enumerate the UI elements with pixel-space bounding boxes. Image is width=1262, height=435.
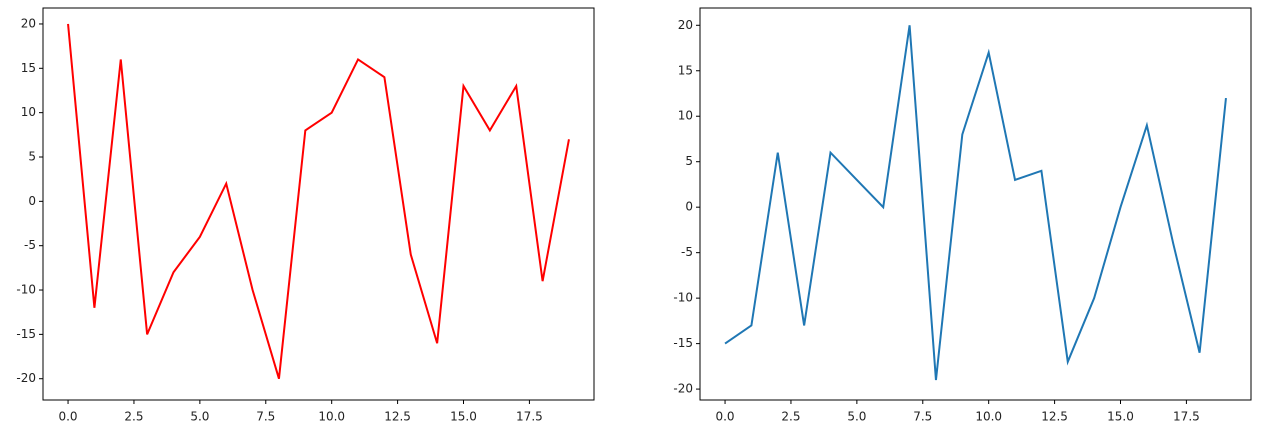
y-tick-label: 20: [21, 16, 36, 30]
x-tick-label: 17.5: [1173, 410, 1200, 424]
x-tick-label: 15.0: [450, 410, 477, 424]
y-tick-label: 15: [21, 61, 36, 75]
x-tick-label: 7.5: [256, 410, 275, 424]
x-tick-label: 2.5: [124, 410, 143, 424]
y-tick-label: 0: [685, 200, 693, 214]
y-tick-label: 15: [678, 63, 693, 77]
y-tick-label: -20: [16, 371, 36, 385]
y-tick-label: 5: [685, 154, 693, 168]
y-tick-label: 10: [678, 109, 693, 123]
axes-frame: [42, 7, 595, 401]
y-tick-label: -15: [16, 327, 36, 341]
x-tick-label: 12.5: [384, 410, 411, 424]
x-tick-label: 7.5: [913, 410, 932, 424]
x-tick-label: 5.0: [847, 410, 866, 424]
x-tick-label: 0.0: [715, 410, 734, 424]
y-tick-label: -10: [673, 291, 693, 305]
x-tick-label: 2.5: [781, 410, 800, 424]
x-tick-label: 15.0: [1107, 410, 1134, 424]
x-tick-label: 12.5: [1041, 410, 1068, 424]
y-tick-label: 20: [678, 18, 693, 32]
axes-frame: [699, 7, 1252, 401]
y-tick-label: -5: [24, 238, 36, 252]
x-tick-label: 5.0: [190, 410, 209, 424]
y-tick-label: -15: [673, 336, 693, 350]
data-line: [724, 25, 1227, 381]
y-tick-label: 5: [28, 149, 36, 163]
x-tick-label: 10.0: [318, 410, 345, 424]
y-tick-label: -10: [16, 283, 36, 297]
x-tick-label: 0.0: [58, 410, 77, 424]
y-tick-label: 0: [28, 194, 36, 208]
data-line: [67, 23, 570, 379]
y-tick-label: -5: [681, 245, 693, 259]
x-tick-label: 17.5: [516, 410, 543, 424]
x-tick-label: 10.0: [975, 410, 1002, 424]
y-tick-label: 10: [21, 105, 36, 119]
y-tick-label: -20: [673, 382, 693, 396]
